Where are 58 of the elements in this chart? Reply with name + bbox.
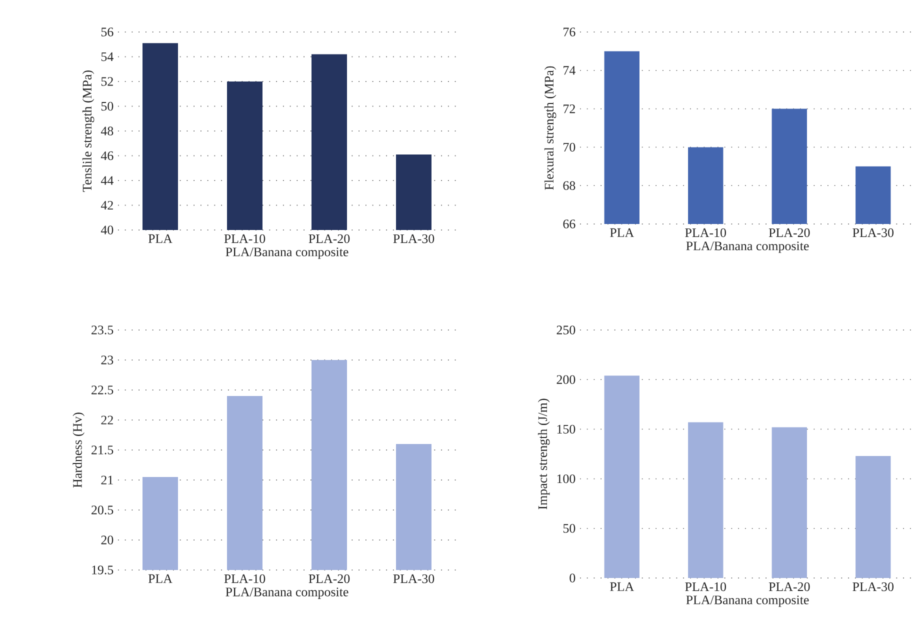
y-tick-label: 76: [564, 28, 576, 36]
y-tick-label: 150: [557, 424, 576, 434]
y-axis-title: Impact strength (J/m): [538, 398, 550, 510]
y-tick-label: 100: [557, 474, 576, 484]
y-tick-label: 66: [563, 220, 576, 228]
y-tick-label: 50: [563, 524, 576, 533]
y-tick-label: 21.5: [92, 446, 114, 454]
x-axis-title: PLA/Banana composite: [686, 596, 809, 607]
bar: [604, 376, 640, 578]
x-axis-title: PLA/Banana composite: [226, 588, 348, 599]
y-tick-label: 48: [100, 126, 114, 136]
x-tick-label: PLA-20: [768, 582, 810, 592]
y-tick-label: 54: [101, 52, 114, 62]
y-tick-label: 23.5: [92, 326, 114, 334]
x-tick-label: PLA-30: [852, 582, 894, 592]
y-tick-label: 19.5: [92, 566, 114, 574]
x-tick-label: PLA-10: [224, 234, 266, 244]
y-tick-label: 40: [100, 226, 114, 234]
x-tick-label: PLA-10: [685, 582, 726, 592]
y-tick-label: 23: [101, 356, 114, 364]
y-axis-title: Tenslile strength (MPa): [82, 70, 94, 192]
y-tick-label: 56: [101, 28, 114, 36]
x-tick-label: PLA: [148, 574, 172, 583]
y-tick-label: 21: [101, 476, 113, 484]
x-tick-label: PLA-30: [393, 574, 434, 584]
x-tick-label: PLA-20: [308, 574, 350, 584]
x-axis-title: PLA/Banana composite: [226, 248, 348, 259]
y-tick-label: 44: [100, 176, 114, 185]
y-axis-title: Hardness (Hv): [72, 412, 84, 488]
y-tick-label: 22.5: [92, 386, 114, 394]
y-tick-label: 42: [100, 200, 113, 210]
bar: [772, 427, 807, 578]
x-tick-label: PLA: [610, 582, 634, 591]
y-tick-label: 70: [564, 142, 576, 152]
x-tick-label: PLA-30: [852, 228, 894, 238]
bar: [688, 422, 724, 578]
y-axis-title: Flexural strength (MPa): [544, 66, 556, 190]
x-tick-label: PLA-10: [224, 574, 266, 584]
y-tick-label: 46: [100, 151, 114, 160]
y-tick-label: 0: [570, 574, 576, 582]
y-tick-label: 74: [564, 66, 576, 75]
x-tick-label: PLA-30: [393, 234, 434, 244]
x-tick-label: PLA-10: [685, 228, 726, 238]
x-tick-label: PLA-20: [768, 228, 810, 238]
x-tick-label: PLA: [148, 234, 172, 243]
y-tick-label: 250: [556, 326, 576, 334]
y-tick-label: 20: [101, 536, 114, 544]
y-tick-label: 200: [556, 375, 576, 384]
y-tick-label: 20.5: [92, 506, 114, 514]
x-tick-label: PLA: [610, 228, 634, 237]
x-tick-label: PLA-20: [308, 234, 350, 244]
bar: [856, 456, 891, 578]
y-tick-label: 50: [101, 102, 114, 111]
y-tick-label: 68: [563, 181, 576, 190]
x-axis-title: PLA/Banana composite: [686, 242, 809, 253]
y-tick-label: 72: [564, 104, 575, 114]
y-tick-label: 22: [101, 416, 113, 424]
y-tick-label: 52: [101, 77, 113, 86]
